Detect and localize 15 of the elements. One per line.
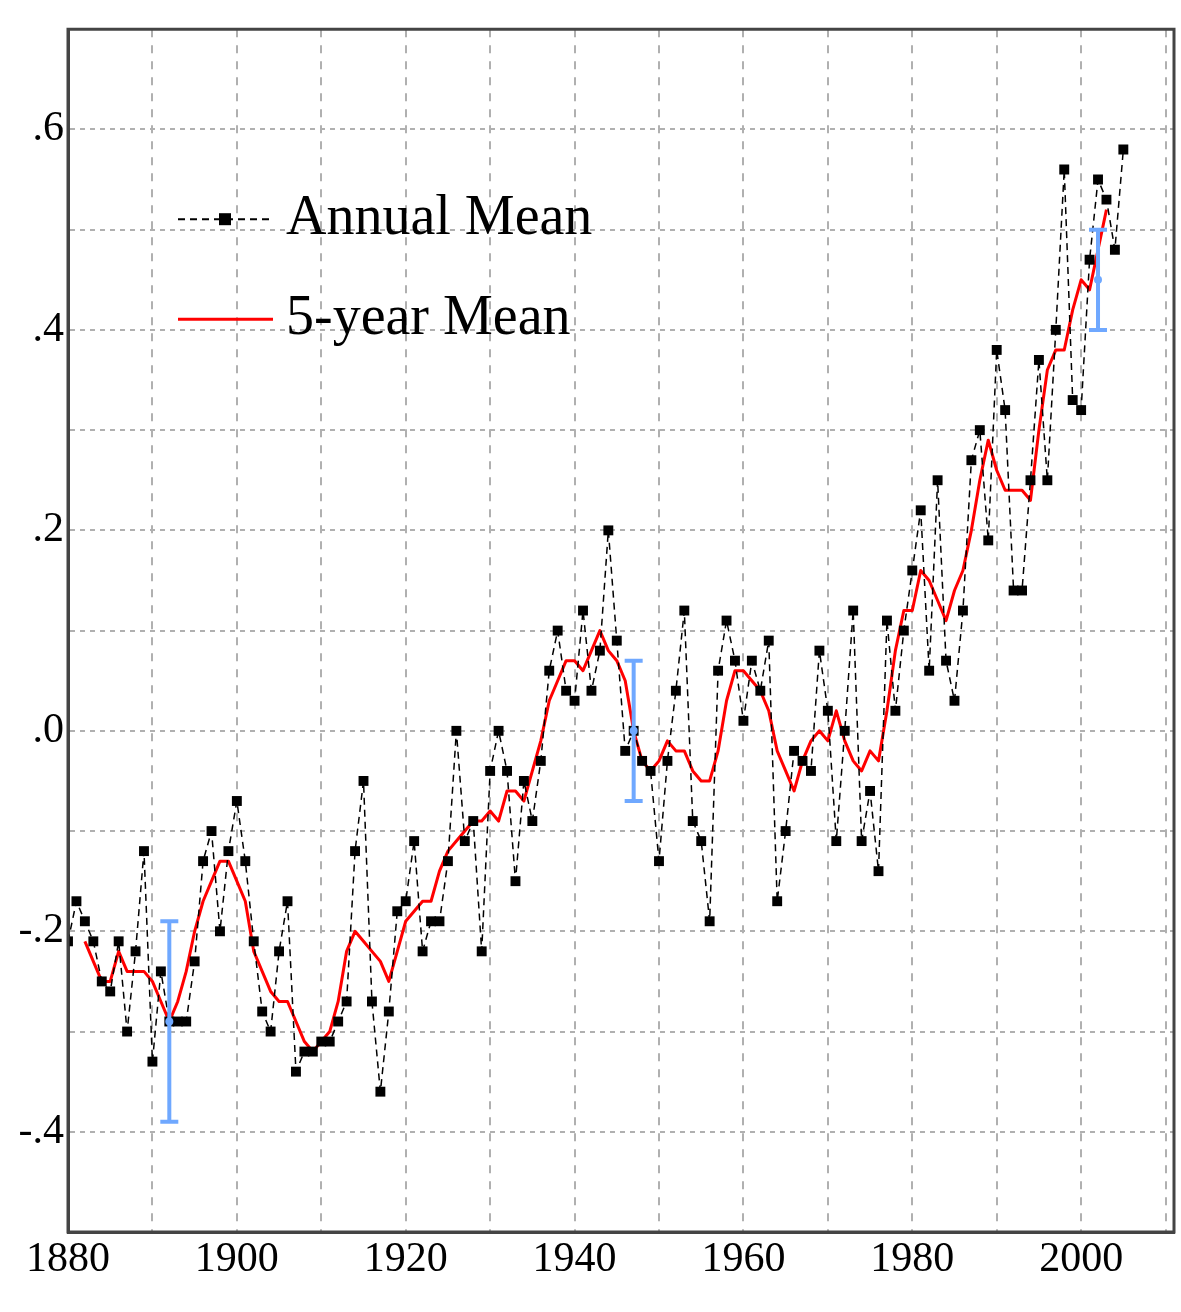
y-tick-label: .2 — [32, 504, 64, 551]
x-tick-label: 1960 — [701, 1234, 786, 1281]
x-tick-label: 1980 — [870, 1234, 955, 1281]
x-tick-label: 1940 — [532, 1234, 617, 1281]
x-tick-label: 2000 — [1039, 1234, 1124, 1281]
y-tick-label: -.2 — [18, 905, 64, 952]
legend-label: Annual Mean — [286, 183, 593, 246]
y-tick-label: .0 — [32, 704, 64, 751]
y-tick-label: -.4 — [18, 1105, 64, 1152]
x-tick-label: 1900 — [194, 1234, 279, 1281]
y-tick-label: .6 — [32, 103, 64, 150]
x-tick-label: 1920 — [363, 1234, 448, 1281]
x-tick-label: 1880 — [26, 1234, 110, 1281]
legend-label: 5-year Mean — [286, 283, 571, 346]
y-tick-label: .4 — [32, 303, 64, 350]
